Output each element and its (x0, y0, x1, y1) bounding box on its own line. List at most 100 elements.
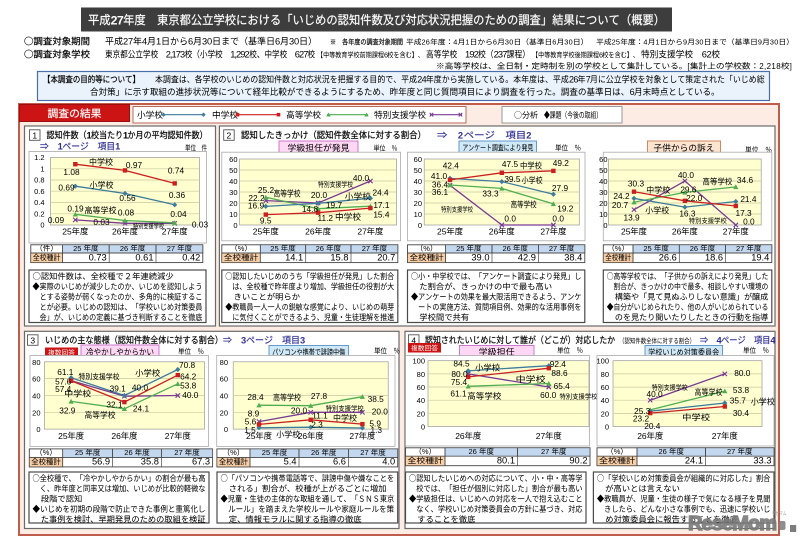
svg-text:1: 1 (32, 130, 37, 140)
svg-text:0.74: 0.74 (168, 166, 185, 176)
svg-text:29.6: 29.6 (680, 185, 697, 195)
svg-text:1.5: 1.5 (244, 425, 256, 435)
svg-text:8.9: 8.9 (248, 408, 260, 418)
svg-text:30: 30 (202, 37, 212, 47)
svg-text:57.6: 57.6 (55, 377, 72, 387)
svg-text:56.9: 56.9 (92, 457, 110, 467)
svg-text:20.0: 20.0 (311, 190, 328, 200)
svg-text:%: % (422, 447, 429, 456)
svg-text:4: 4 (453, 38, 457, 47)
svg-text:20: 20 (599, 199, 607, 208)
svg-text:25: 25 (62, 226, 72, 236)
svg-text:5.4: 5.4 (284, 457, 297, 467)
svg-text:40: 40 (417, 396, 425, 405)
svg-text:30: 30 (229, 188, 237, 197)
svg-text:64.2: 64.2 (180, 371, 197, 381)
svg-text:%: % (230, 448, 237, 457)
svg-text:1: 1 (87, 130, 92, 140)
svg-text:%: % (615, 244, 622, 253)
svg-text:28.4: 28.4 (247, 392, 264, 402)
svg-text:1: 1 (58, 142, 63, 152)
svg-text:2: 2 (458, 130, 464, 140)
svg-text:4: 4 (717, 335, 723, 345)
svg-text:26: 26 (298, 431, 308, 441)
svg-text:0.8: 0.8 (34, 176, 44, 185)
svg-text:6: 6 (493, 38, 497, 47)
svg-text:192: 192 (465, 50, 479, 60)
svg-text:40.0: 40.0 (132, 383, 149, 393)
svg-text:9: 9 (758, 38, 762, 47)
svg-text:40: 40 (220, 392, 228, 401)
svg-text:27: 27 (360, 448, 368, 457)
svg-text:70.8: 70.8 (179, 360, 196, 370)
svg-text:39.5: 39.5 (504, 174, 521, 184)
svg-text:38.4: 38.4 (564, 252, 582, 262)
svg-text:27: 27 (727, 447, 735, 456)
svg-text:42.4: 42.4 (443, 161, 460, 171)
svg-text:27: 27 (736, 244, 744, 253)
svg-text:0: 0 (418, 221, 422, 230)
svg-text:65.4: 65.4 (554, 381, 571, 391)
svg-text:32.9: 32.9 (59, 406, 76, 416)
svg-text:24.1: 24.1 (133, 404, 150, 414)
svg-text:4: 4 (770, 335, 776, 345)
svg-text:20.0: 20.0 (291, 405, 308, 415)
svg-text:27: 27 (111, 13, 124, 27)
svg-text:26: 26 (124, 448, 132, 457)
svg-text:30: 30 (564, 38, 573, 47)
svg-text:2: 2 (526, 130, 532, 140)
svg-text:20: 20 (417, 409, 425, 418)
svg-text:0.09: 0.09 (48, 215, 65, 225)
svg-text:11.1: 11.1 (312, 411, 328, 421)
svg-text:19.2: 19.2 (557, 203, 574, 213)
svg-text:25: 25 (270, 244, 278, 253)
svg-text:0.61: 0.61 (135, 252, 153, 262)
svg-text:20.7: 20.7 (377, 252, 395, 262)
svg-text:1: 1 (40, 164, 44, 173)
svg-text:26: 26 (503, 244, 511, 253)
svg-text:60: 60 (229, 155, 237, 164)
svg-text:40: 40 (414, 177, 422, 186)
svg-text:25: 25 (73, 244, 81, 253)
svg-text:80: 80 (601, 370, 609, 379)
svg-text:0.36: 0.36 (169, 190, 186, 200)
svg-text:16.3: 16.3 (679, 209, 696, 219)
svg-text:[: [ (687, 62, 690, 71)
svg-text:26: 26 (569, 75, 578, 85)
svg-text:24.1: 24.1 (685, 456, 703, 466)
svg-text:40.0: 40.0 (678, 170, 695, 180)
svg-text:26.6: 26.6 (659, 252, 677, 262)
svg-text:0.97: 0.97 (126, 160, 143, 170)
svg-text:27: 27 (540, 226, 550, 236)
svg-text:26: 26 (120, 244, 128, 253)
svg-text:27.9: 27.9 (552, 183, 569, 193)
svg-text:60.0: 60.0 (540, 390, 557, 400)
svg-text:0.08: 0.08 (118, 208, 135, 218)
svg-text:26: 26 (489, 226, 499, 236)
svg-text:1: 1 (115, 142, 120, 152)
svg-text:26: 26 (112, 226, 122, 236)
svg-text:33.3: 33.3 (482, 189, 499, 199)
svg-text:15.4: 15.4 (373, 210, 390, 220)
svg-text:50: 50 (229, 166, 237, 175)
svg-text:42.9: 42.9 (518, 252, 536, 262)
svg-text:6: 6 (599, 51, 603, 60)
svg-text:40.0: 40.0 (182, 390, 199, 400)
svg-text:%: % (423, 244, 430, 253)
svg-text:33.3: 33.3 (753, 456, 771, 466)
svg-text:11.2: 11.2 (318, 213, 334, 223)
svg-text:80.1: 80.1 (497, 456, 515, 466)
svg-text:2,218: 2,218 (759, 62, 781, 71)
svg-text:4.0: 4.0 (382, 457, 395, 467)
svg-text:0.4: 0.4 (34, 198, 44, 207)
svg-text:80: 80 (417, 370, 425, 379)
svg-text:0.0: 0.0 (504, 214, 516, 224)
svg-text:26: 26 (316, 244, 324, 253)
svg-text:2: 2 (227, 130, 232, 140)
svg-text:24.4: 24.4 (373, 188, 390, 198)
svg-text:40.0: 40.0 (353, 173, 370, 183)
svg-text:0.04: 0.04 (170, 209, 187, 219)
svg-text:30: 30 (505, 38, 514, 47)
svg-text:0: 0 (421, 423, 425, 432)
svg-text:25: 25 (437, 226, 447, 236)
